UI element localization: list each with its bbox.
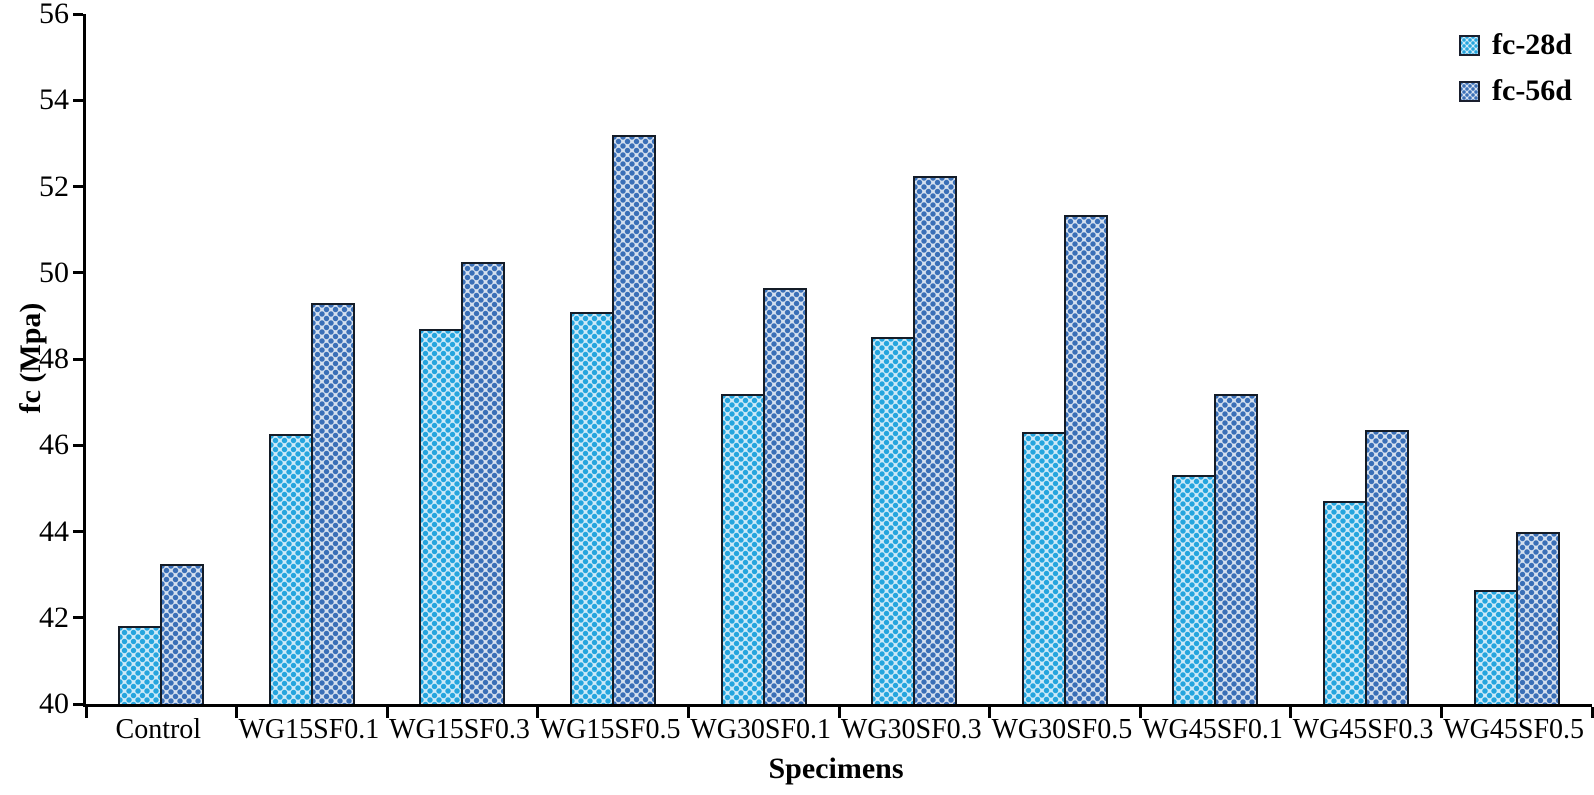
- bar-fc-28d-WG30SF0.1: [720, 393, 765, 704]
- x-axis-ticks: [84, 14, 1594, 718]
- x-axis-tick: [536, 707, 540, 718]
- bar-group-WG15SF0.5: [538, 134, 689, 704]
- bar-fc-28d-WG15SF0.1: [268, 434, 313, 704]
- bar-group-WG45SF0.3: [1291, 430, 1442, 704]
- x-axis-label-WG30SF0.5: WG30SF0.5: [991, 714, 1133, 745]
- bar-fc-28d-WG45SF0.5: [1473, 589, 1518, 704]
- bar-fc-56d-WG45SF0.5: [1515, 531, 1560, 704]
- y-axis-tick-label: 40: [39, 687, 69, 720]
- x-axis-label-WG45SF0.3: WG45SF0.3: [1292, 714, 1434, 745]
- x-axis-title: Specimens: [768, 752, 904, 785]
- legend-item-fc-28d: fc-28d: [1459, 30, 1572, 60]
- y-axis-tick-label: 56: [39, 0, 69, 30]
- bar-fc-28d-WG30SF0.5: [1021, 432, 1066, 704]
- x-axis-label-WG30SF0.3: WG30SF0.3: [840, 714, 982, 745]
- bar-fc-56d-WG45SF0.1: [1214, 393, 1259, 704]
- bar-fc-56d-WG30SF0.5: [1063, 214, 1108, 704]
- y-axis-tick: [73, 357, 83, 361]
- x-axis-label-WG15SF0.1: WG15SF0.1: [238, 714, 380, 745]
- bar-fc-28d-WG15SF0.5: [570, 311, 615, 704]
- y-axis-tick: [73, 616, 83, 620]
- legend-label-fc-28d: fc-28d: [1492, 28, 1572, 61]
- y-axis-tick-label: 44: [39, 514, 69, 548]
- x-axis-label-WG15SF0.5: WG15SF0.5: [539, 714, 681, 745]
- bar-group-WG15SF0.3: [387, 261, 538, 704]
- x-axis-label-WG45SF0.1: WG45SF0.1: [1142, 714, 1283, 745]
- x-axis-tick: [988, 707, 992, 718]
- y-axis-tick: [73, 98, 83, 102]
- plot-area: 40 42 44 46 48 50 52 54 56: [39, 0, 1594, 720]
- bar-group-WG30SF0.3: [839, 175, 990, 704]
- x-axis-tick: [1138, 707, 1142, 718]
- bar-fc-56d-WG45SF0.3: [1365, 430, 1410, 704]
- bar-group-WG45SF0.5: [1441, 531, 1592, 704]
- bar-fc-56d-WG15SF0.5: [612, 134, 657, 704]
- x-axis-tick: [1289, 707, 1293, 718]
- bar-fc-56d-WG30SF0.3: [913, 175, 958, 704]
- x-axis-label-WG30SF0.1: WG30SF0.1: [690, 714, 832, 745]
- bar-group-WG45SF0.1: [1140, 393, 1291, 704]
- bar-fc-56d-WG15SF0.1: [310, 302, 355, 704]
- y-axis-tick-label: 48: [39, 342, 69, 375]
- x-axis-label-Control: Control: [115, 714, 202, 745]
- x-axis-labels: Control WG15SF0.1 WG15SF0.3 WG15SF0.5 WG30SF…: [83, 714, 1589, 746]
- bar-group-WG30SF0.1: [688, 287, 839, 704]
- legend-swatch-fc-56d-icon: [1459, 80, 1481, 102]
- y-axis-ticks: 40 42 44 46 48 50 52 54 56: [39, 0, 1592, 720]
- bar-group-WG15SF0.1: [237, 302, 388, 704]
- x-axis-tick: [1439, 707, 1443, 718]
- y-axis-tick-label: 52: [39, 169, 69, 203]
- y-axis-tick-label: 46: [39, 428, 69, 462]
- bar-fc-56d-Control: [160, 563, 205, 704]
- bar-fc-56d-WG15SF0.3: [461, 261, 506, 704]
- bar-group-WG30SF0.5: [990, 214, 1141, 704]
- x-axis-label-WG15SF0.3: WG15SF0.3: [389, 714, 530, 745]
- bar-fc-28d-Control: [118, 626, 163, 704]
- x-axis-tick: [686, 707, 690, 718]
- y-axis-tick: [73, 271, 83, 275]
- y-axis-tick-label: 42: [39, 600, 69, 634]
- bar-fc-56d-WG30SF0.1: [762, 287, 807, 704]
- legend-swatch-fc-28d-icon: [1459, 34, 1481, 56]
- legend-label-fc-56d: fc-56d: [1492, 74, 1572, 107]
- y-axis-tick: [73, 702, 83, 706]
- bar-fc-28d-WG45SF0.3: [1323, 501, 1368, 704]
- y-axis-tick: [73, 185, 83, 188]
- y-axis-tick: [73, 443, 83, 447]
- x-axis-tick: [84, 707, 88, 718]
- y-axis-tick-label: 50: [39, 255, 69, 289]
- bar-group-Control: [86, 563, 237, 704]
- legend-item-fc-56d: fc-56d: [1459, 76, 1572, 106]
- x-axis-tick: [385, 707, 389, 718]
- y-axis-tick: [73, 12, 83, 16]
- bar-fc-28d-WG45SF0.1: [1172, 475, 1217, 704]
- x-axis-tick: [235, 707, 239, 718]
- y-axis-tick-label: 54: [39, 83, 69, 117]
- x-axis-tick: [1590, 707, 1594, 718]
- y-axis-tick: [73, 530, 83, 533]
- bar-fc-28d-WG15SF0.3: [419, 328, 464, 704]
- legend: fc-28d fc-56d: [1459, 30, 1572, 106]
- bar-groups: [86, 14, 1592, 704]
- bar-fc-28d-WG30SF0.3: [871, 337, 916, 704]
- x-axis-tick: [837, 707, 841, 718]
- x-axis-label-WG45SF0.5: WG45SF0.5: [1443, 714, 1585, 745]
